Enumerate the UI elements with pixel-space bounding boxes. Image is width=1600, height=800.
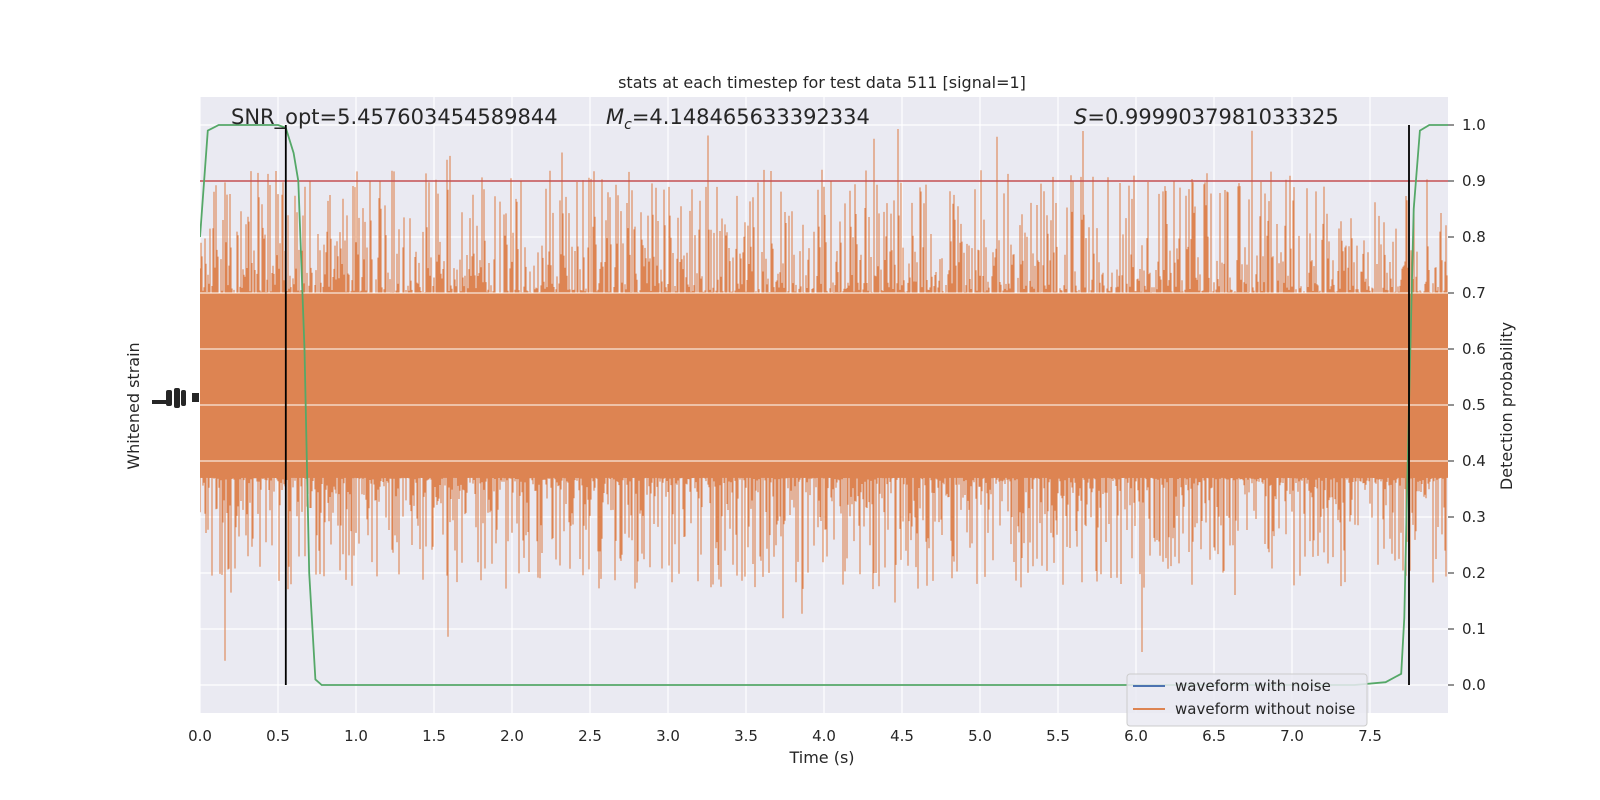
x-tick-label: 5.0: [968, 727, 992, 745]
y-tick-label: 0.4: [1462, 452, 1486, 470]
y-tick-label: 0.6: [1462, 340, 1486, 358]
strain-series: [200, 129, 1448, 661]
x-tick-label: 0.0: [188, 727, 212, 745]
x-tick-label: 0.5: [266, 727, 290, 745]
x-axis-ticks: 0.0 0.5 1.0 1.5 2.0 2.5 3.0 3.5 4.0 4.5 5.0 5.5 6.0 6…: [188, 727, 1382, 745]
x-tick-label: 3.5: [734, 727, 758, 745]
chirp-mass-annotation: Mc=4.148465633392334: [606, 105, 870, 133]
x-tick-label: 7.0: [1280, 727, 1304, 745]
legend-entry-clean: waveform without noise: [1175, 700, 1355, 718]
x-tick-label: 4.5: [890, 727, 914, 745]
x-tick-label: 1.5: [422, 727, 446, 745]
probability-line: [200, 124, 1448, 686]
chart-title: stats at each timestep for test data 511…: [618, 73, 1026, 92]
legend-box: [1126, 673, 1368, 727]
x-tick-label: 1.0: [344, 727, 368, 745]
x-tick-label: 2.5: [578, 727, 602, 745]
y-tick-label: 0.7: [1462, 284, 1486, 302]
y-right-axis-label: Detection probability: [1497, 322, 1516, 490]
y-left-axis-label: Whitened strain: [124, 342, 143, 469]
x-tick-label: 5.5: [1046, 727, 1070, 745]
y-tick-label: 0.8: [1462, 228, 1486, 246]
x-tick-label: 6.0: [1124, 727, 1148, 745]
detection-probability-series: [200, 124, 1448, 686]
y-tick-label: 0.3: [1462, 508, 1486, 526]
x-axis-label: Time (s): [788, 748, 854, 767]
x-tick-label: 7.5: [1358, 727, 1382, 745]
y-tick-label: 0.5: [1462, 396, 1486, 414]
y-tick-label: 0.1: [1462, 620, 1486, 638]
y-tick-label: 0.9: [1462, 172, 1486, 190]
x-tick-label: 2.0: [500, 727, 524, 745]
left-axis-tick-labels-overlap: [152, 388, 199, 408]
legend: waveform with noise waveform without noi…: [1126, 673, 1368, 727]
x-tick-label: 4.0: [812, 727, 836, 745]
strain-core-band: [200, 293, 1448, 478]
snr-annotation: SNR_opt=5.457603454589844: [231, 105, 558, 130]
y-tick-label: 0.0: [1462, 676, 1486, 694]
vertical-markers: [284, 125, 1410, 685]
y-right-axis-ticks: 0.0 0.1 0.2 0.3 0.4 0.5 0.6 0.7 0.8 0.9 1.0: [1448, 116, 1486, 694]
score-annotation: S=0.9999037981033325: [1074, 105, 1339, 129]
y-tick-label: 1.0: [1462, 116, 1486, 134]
x-tick-label: 3.0: [656, 727, 680, 745]
y-tick-label: 0.2: [1462, 564, 1486, 582]
legend-entry-noise: waveform with noise: [1175, 677, 1331, 695]
x-tick-label: 6.5: [1202, 727, 1226, 745]
